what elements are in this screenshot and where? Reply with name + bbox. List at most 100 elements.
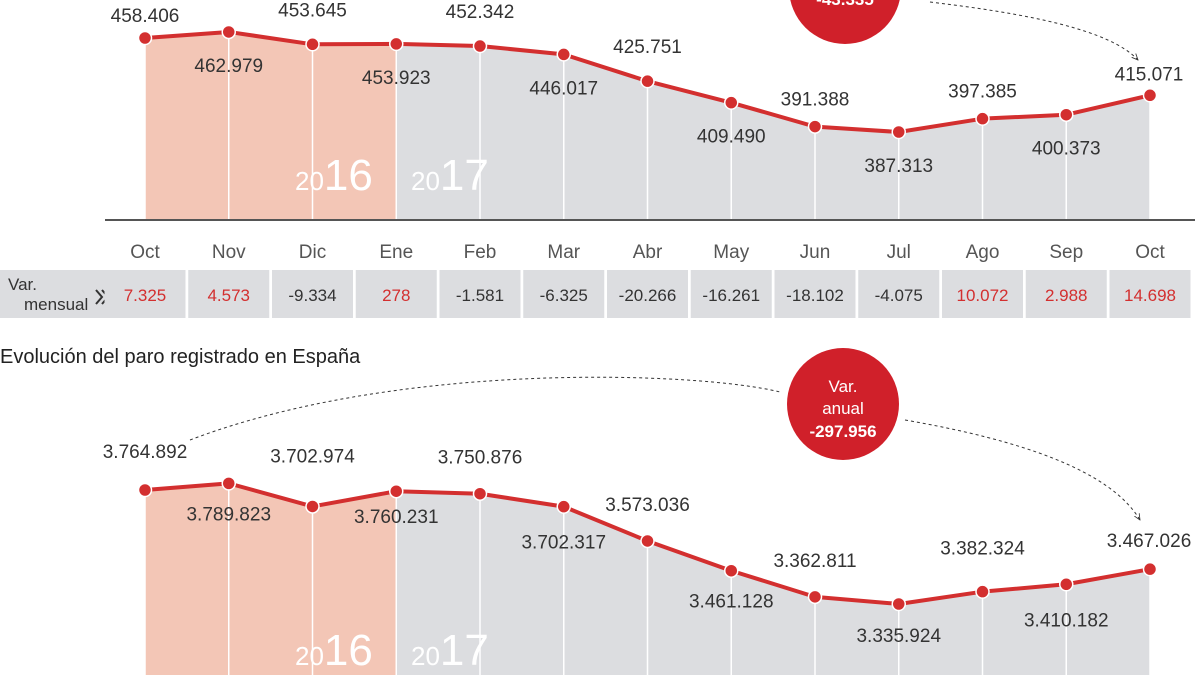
c1-point-mar-5 bbox=[556, 47, 571, 62]
c2-point-sep-11 bbox=[1059, 577, 1074, 592]
var-row-label-line1: Var. bbox=[8, 275, 37, 294]
c1-value-label: 453.923 bbox=[362, 68, 431, 89]
c2-value-label: 3.573.036 bbox=[605, 495, 690, 516]
badge-line3: -297.956 bbox=[809, 422, 876, 441]
c2-value-label: 3.760.231 bbox=[354, 507, 439, 528]
c1-value-label: 415.071 bbox=[1115, 64, 1184, 85]
c2-value-label: 3.461.128 bbox=[689, 592, 774, 613]
c2-value-label: 3.362.811 bbox=[773, 551, 856, 572]
var-value: 2.988 bbox=[1045, 286, 1088, 305]
c2-point-mar-5 bbox=[556, 499, 571, 514]
c1-value-label: 458.406 bbox=[111, 6, 180, 27]
annual-arrow-start bbox=[189, 376, 781, 441]
c1-point-jun-8 bbox=[807, 119, 823, 134]
year-label-2017-bottom: 2017 bbox=[411, 626, 489, 675]
c1-point-ene-3 bbox=[389, 36, 404, 52]
c1-point-sep-11 bbox=[1059, 107, 1074, 122]
var-row-label-cell bbox=[0, 270, 112, 318]
month-label-oct: Oct bbox=[1135, 242, 1165, 263]
c2-point-dic-2 bbox=[305, 499, 320, 514]
var-value: 278 bbox=[382, 286, 410, 305]
month-label-jun: Jun bbox=[800, 242, 831, 263]
c1-value-label: 397.385 bbox=[948, 82, 1017, 103]
monthly-variation-row: Var. mensual 7.325 4.573 -9.334 278 -1.581 -6… bbox=[0, 270, 1191, 318]
month-label-abr: Abr bbox=[633, 242, 663, 263]
var-value: -9.334 bbox=[288, 286, 336, 305]
var-value: -6.325 bbox=[540, 286, 588, 305]
month-label-feb: Feb bbox=[464, 242, 497, 263]
c2-point-oct-0 bbox=[137, 482, 153, 498]
month-label-ago: Ago bbox=[966, 242, 1000, 263]
month-label-mar: Mar bbox=[547, 242, 580, 263]
var-cell bbox=[439, 270, 521, 318]
c1-value-label: 446.017 bbox=[529, 78, 598, 99]
var-cell bbox=[858, 270, 940, 318]
month-label-may: May bbox=[713, 242, 749, 263]
month-label-jul: Jul bbox=[887, 242, 911, 263]
var-value: 7.325 bbox=[124, 286, 167, 305]
var-value: -1.581 bbox=[456, 286, 504, 305]
c2-value-label: 3.750.876 bbox=[438, 448, 523, 469]
c2-point-ago-10 bbox=[975, 584, 990, 599]
c1-value-label: 387.313 bbox=[864, 156, 933, 177]
var-cell bbox=[104, 270, 186, 318]
month-label-sep: Sep bbox=[1049, 242, 1083, 263]
badge-line2: anual bbox=[822, 399, 864, 418]
var-cell bbox=[942, 270, 1023, 318]
annual-variation-badge bbox=[787, 348, 899, 460]
c2-value-label: 3.702.974 bbox=[270, 446, 355, 467]
c2-point-nov-1 bbox=[221, 476, 236, 491]
c2-area-2017 bbox=[396, 491, 1150, 675]
var-cell bbox=[355, 270, 437, 318]
c1-point-jul-9 bbox=[891, 124, 906, 140]
c1-area-2016 bbox=[145, 31, 397, 221]
var-cell bbox=[188, 270, 270, 318]
var-value: -16.261 bbox=[702, 286, 760, 305]
c1-point-feb-4 bbox=[472, 38, 488, 54]
c1-value-label: 453.645 bbox=[278, 0, 347, 21]
var-value: 4.573 bbox=[207, 286, 250, 305]
c2-value-label: 3.335.924 bbox=[856, 626, 941, 647]
month-label-nov: Nov bbox=[212, 242, 246, 263]
c2-point-feb-4 bbox=[472, 486, 488, 501]
var-cell bbox=[690, 270, 772, 318]
c1-value-label: 409.490 bbox=[697, 127, 766, 148]
chart-monthly-unemployment-top: 2016 2017 458.406 462.979 453.645 453.923 45… bbox=[105, 0, 1195, 263]
year-label-2017: 2017 bbox=[411, 151, 489, 200]
badge-line1: Var. bbox=[829, 377, 858, 396]
var-cell bbox=[1025, 270, 1107, 318]
c2-point-oct-12 bbox=[1142, 561, 1158, 577]
c2-point-may-7 bbox=[724, 563, 739, 578]
c1-point-abr-6 bbox=[640, 73, 655, 89]
c1-point-dic-2 bbox=[305, 37, 320, 52]
c1-value-label: 425.751 bbox=[613, 37, 682, 58]
annual-arrow-end bbox=[904, 419, 1140, 520]
c2-value-label: 3.702.317 bbox=[521, 533, 606, 554]
var-value: 14.698 bbox=[1124, 286, 1176, 305]
year-label-2016: 2016 bbox=[295, 151, 373, 200]
c2-point-jul-9 bbox=[891, 596, 906, 612]
month-label-oct: Oct bbox=[130, 242, 160, 263]
annual-variation-badge-top bbox=[790, 0, 900, 44]
var-value: -18.102 bbox=[786, 286, 844, 305]
c1-point-oct-0 bbox=[137, 30, 153, 46]
var-cell bbox=[523, 270, 605, 318]
c1-area-2017 bbox=[396, 43, 1150, 220]
var-value: -4.075 bbox=[875, 286, 923, 305]
var-row-label-line2: mensual bbox=[24, 295, 88, 314]
c2-value-label: 3.789.823 bbox=[186, 504, 271, 525]
chart2-title: Evolución del paro registrado en España bbox=[0, 346, 361, 368]
var-cell bbox=[774, 270, 856, 318]
c2-value-label: 3.467.026 bbox=[1107, 531, 1192, 552]
c2-value-label: 3.410.182 bbox=[1024, 610, 1109, 631]
c1-value-label: 400.373 bbox=[1032, 139, 1101, 160]
var-value: -20.266 bbox=[619, 286, 677, 305]
c2-value-label: 3.382.324 bbox=[940, 539, 1025, 560]
c1-value-label: 452.342 bbox=[446, 2, 515, 23]
year-label-2016-bottom: 2016 bbox=[295, 626, 373, 675]
c1-value-label: 462.979 bbox=[194, 56, 263, 77]
chart-unemployment-spain: 2016 2017 3.764.892 3.789.823 3.702.974 3.7… bbox=[103, 348, 1192, 675]
var-cell bbox=[1109, 270, 1191, 318]
c2-area-2016 bbox=[145, 483, 397, 675]
